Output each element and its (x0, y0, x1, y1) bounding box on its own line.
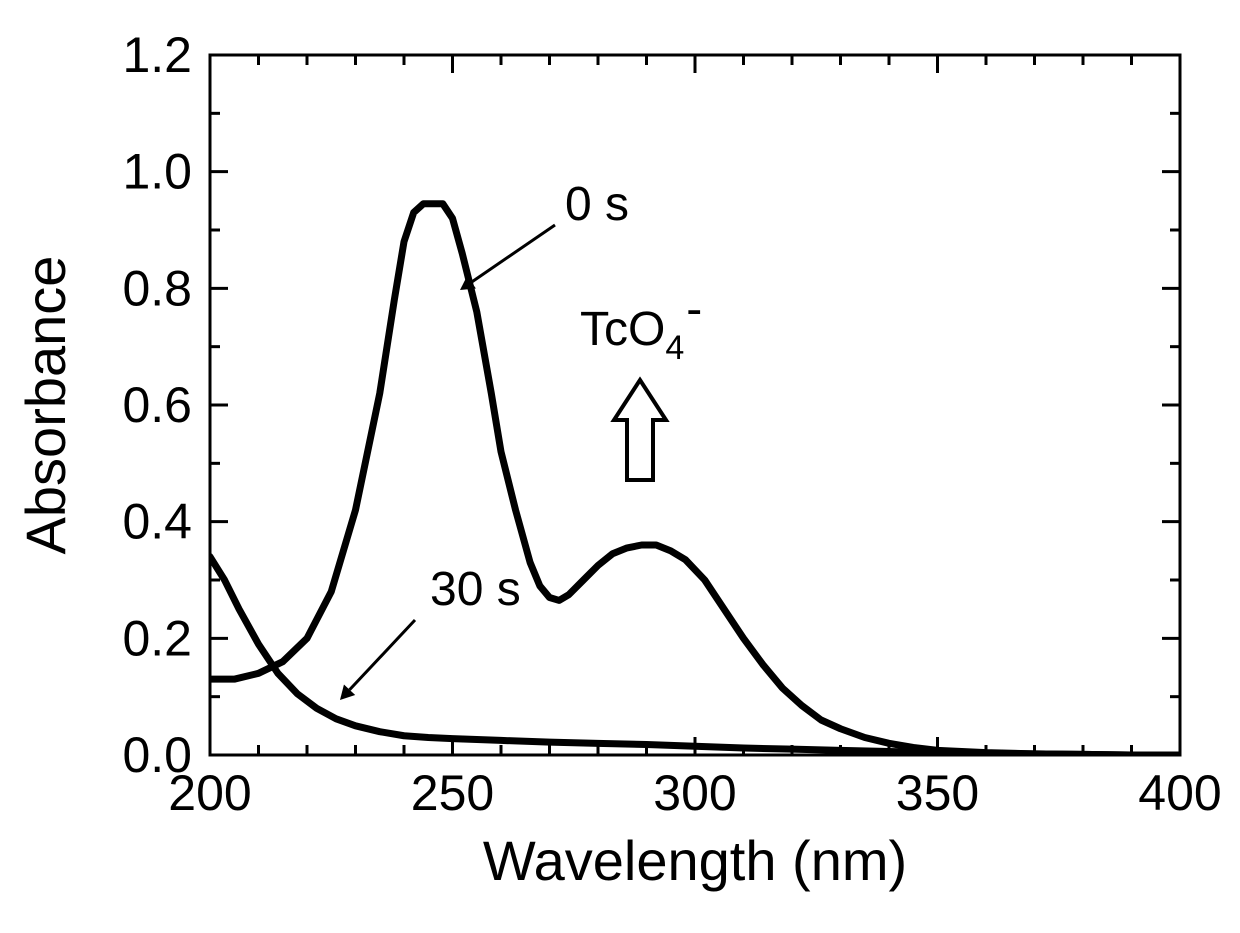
y-tick-label: 0.0 (122, 727, 192, 783)
y-tick-label: 0.6 (122, 377, 192, 433)
y-tick-label: 1.2 (122, 27, 192, 83)
y-tick-label: 1.0 (122, 144, 192, 200)
chart-svg: 2002503003504000.00.20.40.60.81.01.2Wave… (0, 0, 1240, 933)
y-tick-label: 0.8 (122, 260, 192, 316)
y-tick-label: 0.2 (122, 610, 192, 666)
y-axis-label: Absorbance (14, 256, 77, 555)
chart-container: 2002503003504000.00.20.40.60.81.01.2Wave… (0, 0, 1240, 933)
x-tick-label: 250 (411, 765, 494, 821)
x-tick-label: 300 (653, 765, 736, 821)
x-tick-label: 350 (896, 765, 979, 821)
y-tick-label: 0.4 (122, 494, 192, 550)
x-tick-label: 400 (1138, 765, 1221, 821)
annotation-30s: 30 s (430, 563, 521, 616)
annotation-0s: 0 s (565, 178, 629, 231)
x-axis-label: Wavelength (nm) (483, 829, 907, 892)
